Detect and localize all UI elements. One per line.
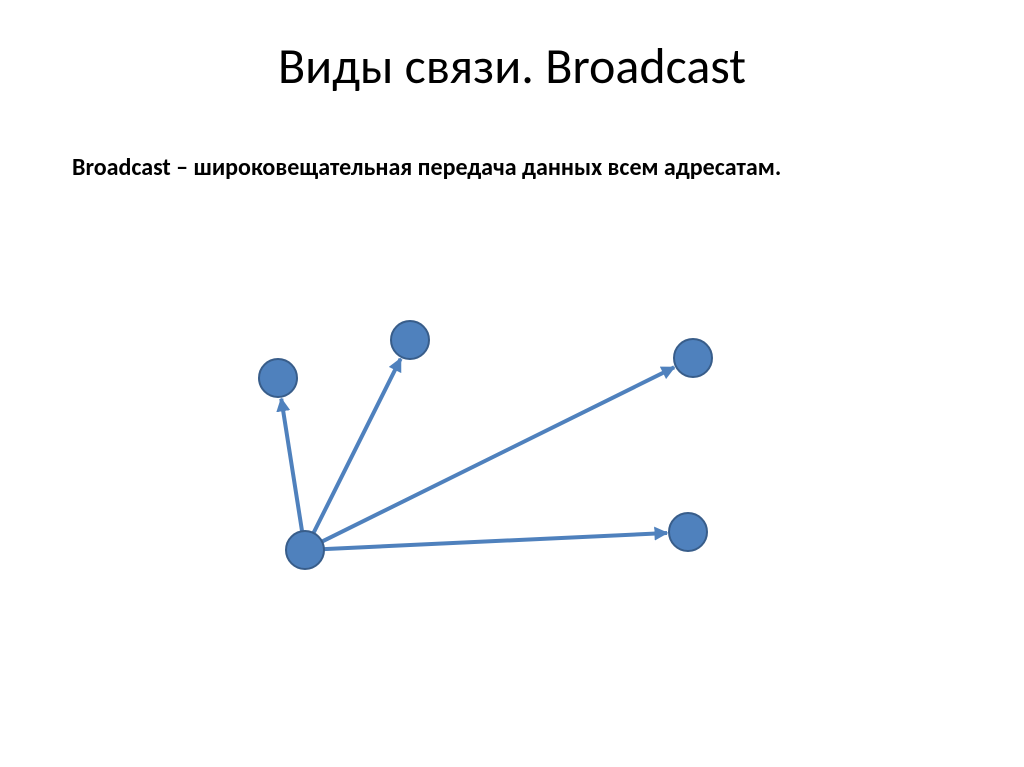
target-node <box>674 339 712 377</box>
target-node <box>259 359 297 397</box>
broadcast-edge <box>281 399 302 531</box>
broadcast-edge <box>313 359 400 533</box>
broadcast-diagram <box>210 310 810 630</box>
target-node <box>669 513 707 551</box>
broadcast-edge <box>322 367 674 541</box>
target-node <box>391 321 429 359</box>
broadcast-edge <box>324 533 667 549</box>
slide: Виды связи. Broadcast Broadcast – широко… <box>0 0 1024 767</box>
source-node <box>286 531 324 569</box>
slide-title: Виды связи. Broadcast <box>0 36 1024 97</box>
slide-body-text: Broadcast – широковещательная передача д… <box>72 152 952 184</box>
